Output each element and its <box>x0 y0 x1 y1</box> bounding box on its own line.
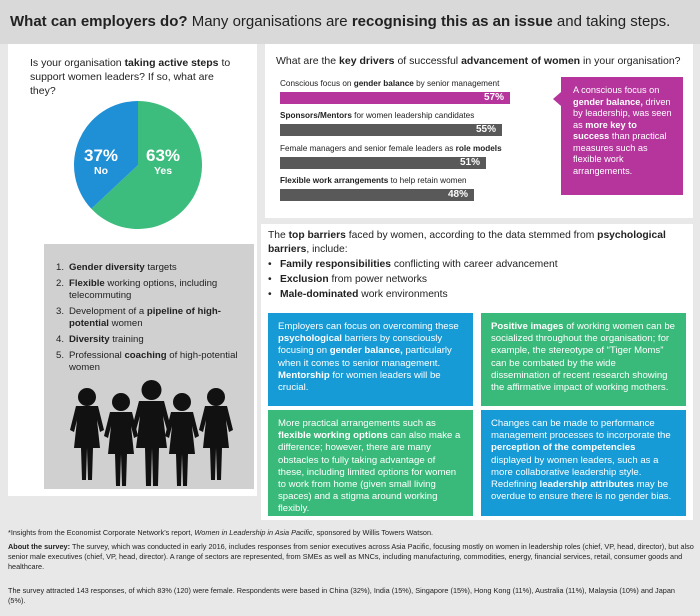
list-item: • Family responsibilities conflicting wi… <box>268 259 558 270</box>
footer-about: About the survey: The survey, which was … <box>8 542 694 571</box>
pie-no-label: No <box>94 165 108 177</box>
pie-no-value: 37% <box>84 146 118 165</box>
list-item: 5. Professional coaching of high-potentia… <box>56 349 238 373</box>
right-middle-panel <box>261 224 693 310</box>
left-question: Is your organisation taking active steps… <box>30 57 231 97</box>
callout-arrow <box>553 92 561 106</box>
women-silhouettes-icon <box>70 380 233 486</box>
bullet-icon: • <box>268 289 272 300</box>
callout-box: A conscious focus on gender balance, dri… <box>561 77 683 195</box>
bar-category-label: Sponsors/Mentors for women leadership ca… <box>280 111 475 120</box>
pie-yes-value: 63% <box>146 146 180 165</box>
list-item: 2. Flexible working options, including te… <box>56 277 218 301</box>
list-item: 1. Gender diversity targets <box>56 262 177 273</box>
bar <box>280 189 474 201</box>
footer-source: *Insights from the Economist Corporate N… <box>8 528 434 537</box>
title-text-1: Many organisations are <box>191 13 348 30</box>
bullet-icon: • <box>268 259 272 270</box>
list-item: 4. Diversity training <box>56 333 144 345</box>
bar <box>280 92 510 104</box>
footer-responses: The survey attracted 143 responses, of w… <box>8 586 675 605</box>
tile-flexible-working: More practical arrangements such as flex… <box>268 410 473 516</box>
page-title: What can employers do? Many organisation… <box>10 12 670 32</box>
right-question: What are the key drivers of successful a… <box>276 55 681 67</box>
bar-value-label: 51% <box>460 157 481 168</box>
title-bold: What can employers do? <box>10 13 188 30</box>
bar <box>280 157 486 169</box>
bar-value-label: 48% <box>448 189 469 200</box>
bar-category-label: Female managers and senior female leader… <box>280 144 502 153</box>
header-band: What can employers do? Many organisation… <box>0 0 700 44</box>
list-item: 3. Development of a pipeline of high-pote… <box>56 305 221 329</box>
bar-value-label: 55% <box>476 124 497 135</box>
tile-positive-images: Positive images of working women can be … <box>481 313 686 406</box>
bullet-icon: • <box>268 274 272 285</box>
pie-chart: 63%Yes 37%No <box>74 101 202 229</box>
pie-slice-yes <box>91 101 202 229</box>
title-bold-2: recognising this as an issue <box>351 13 553 30</box>
steps-list: 1. Gender diversity targets 2. Flexible wo… <box>56 262 251 378</box>
barriers-heading: The top barriers faced by women, accordi… <box>268 230 666 255</box>
tile-psychological: Employers can focus on overcoming these … <box>268 313 473 406</box>
list-item: • Male-dominated work environments <box>268 289 448 300</box>
bar <box>280 124 502 136</box>
pie-slice-no <box>74 101 138 209</box>
bar-category-label: Conscious focus on gender balance by sen… <box>280 79 500 88</box>
pie-yes-label: Yes <box>154 165 172 177</box>
bar-value-label: 57% <box>484 92 505 103</box>
list-item: • Exclusion from power networks <box>268 274 428 285</box>
tile-performance: Changes can be made to performance manag… <box>481 410 686 516</box>
title-text-2: and taking steps. <box>556 13 671 30</box>
bar-category-label: Flexible work arrangements to help retai… <box>280 176 467 185</box>
